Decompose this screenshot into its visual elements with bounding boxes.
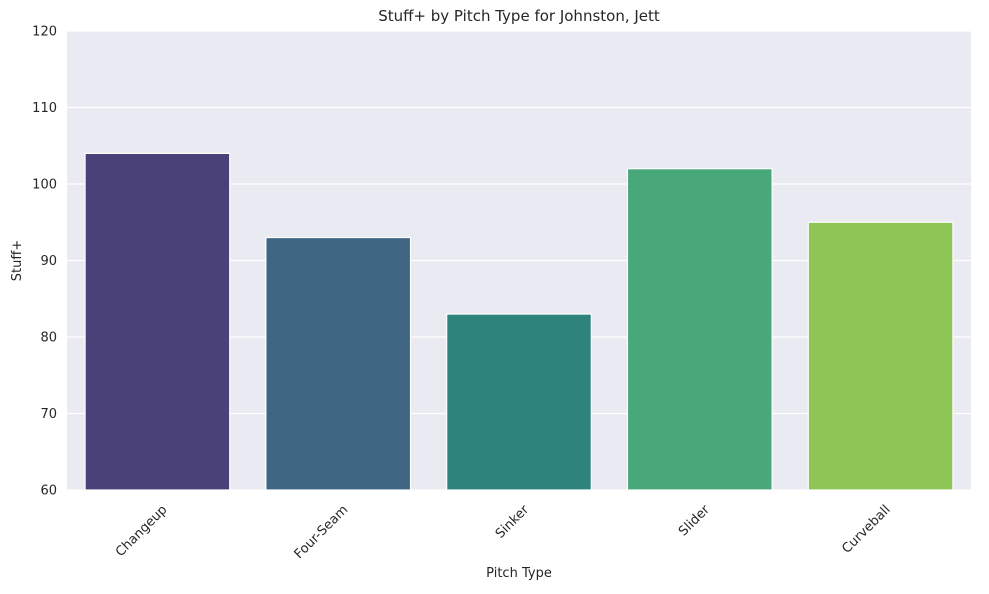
x-tick-label: Curveball bbox=[839, 502, 893, 556]
x-tick-label: Slider bbox=[676, 502, 713, 539]
y-tick-label: 100 bbox=[32, 178, 57, 193]
y-axis-ticks: 60 70 80 90 100 110 120 bbox=[32, 25, 57, 499]
y-tick-label: 90 bbox=[40, 254, 57, 269]
y-tick-label: 120 bbox=[32, 25, 57, 40]
y-tick-label: 60 bbox=[40, 484, 57, 499]
bar-changeup bbox=[84, 152, 231, 491]
x-axis-ticks: Changeup Four-Seam Sinker Slider Curveball bbox=[113, 502, 894, 562]
chart-title: Stuff+ by Pitch Type for Johnston, Jett bbox=[378, 7, 660, 25]
x-axis-label: Pitch Type bbox=[486, 566, 552, 581]
bar-sinker bbox=[446, 313, 592, 491]
y-tick-label: 70 bbox=[40, 407, 57, 422]
y-axis-label: Stuff+ bbox=[10, 240, 25, 281]
x-tick-label: Changeup bbox=[113, 502, 170, 559]
x-tick-label: Sinker bbox=[493, 502, 533, 542]
x-tick-label: Four-Seam bbox=[292, 502, 352, 562]
y-tick-label: 110 bbox=[32, 101, 57, 116]
bar-curveball bbox=[807, 221, 954, 491]
bar-four-seam bbox=[265, 236, 412, 491]
bars bbox=[84, 152, 954, 491]
bar-slider bbox=[626, 168, 773, 491]
y-tick-label: 80 bbox=[40, 331, 57, 346]
